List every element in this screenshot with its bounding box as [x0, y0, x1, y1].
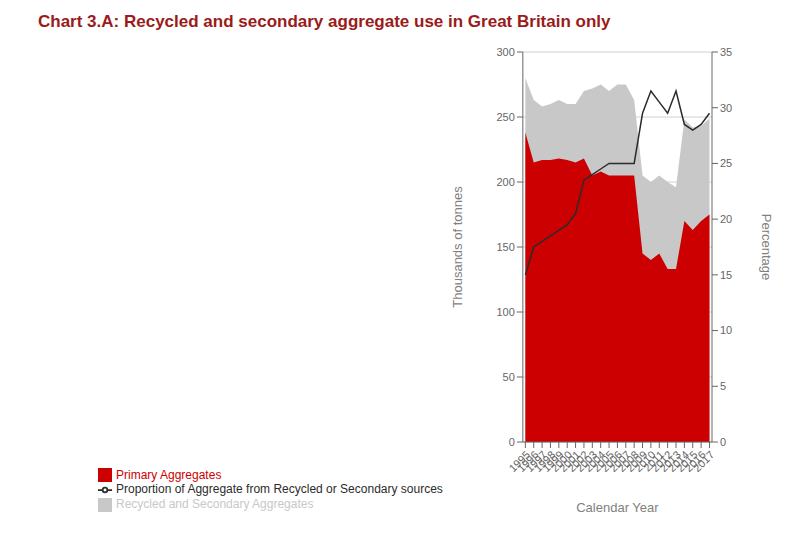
svg-text:Calendar Year: Calendar Year [576, 500, 659, 515]
svg-text:0: 0 [509, 436, 515, 448]
html-text:Chart 3.A: Recycled and second: Chart 3.A: Recycled and secondary aggreg… [38, 12, 611, 31]
svg-text:300: 300 [496, 46, 514, 58]
html-text:Primary Aggregates: Primary Aggregates [116, 467, 222, 482]
svg-text:20: 20 [720, 213, 732, 225]
html-text:Proportion of Aggregate from R: Proportion of Aggregate from Recycled or… [116, 482, 443, 497]
svg-text:Percentage: Percentage [759, 214, 774, 281]
svg-text:250: 250 [496, 111, 514, 123]
svg-text:200: 200 [496, 176, 514, 188]
svg-text:0: 0 [720, 436, 726, 448]
html-text:Recycled and Secondary Aggrega: Recycled and Secondary Aggregates [116, 497, 314, 512]
svg-text:50: 50 [503, 371, 515, 383]
svg-text:30: 30 [720, 102, 732, 114]
svg-text:10: 10 [720, 324, 732, 336]
svg-text:35: 35 [720, 46, 732, 58]
svg-text:25: 25 [720, 157, 732, 169]
svg-text:15: 15 [720, 269, 732, 281]
svg-text:5: 5 [720, 380, 726, 392]
svg-text:Thousands of tonnes: Thousands of tonnes [450, 186, 465, 308]
svg-text:2017: 2017 [691, 448, 717, 474]
svg-text:150: 150 [496, 241, 514, 253]
svg-text:100: 100 [496, 306, 514, 318]
